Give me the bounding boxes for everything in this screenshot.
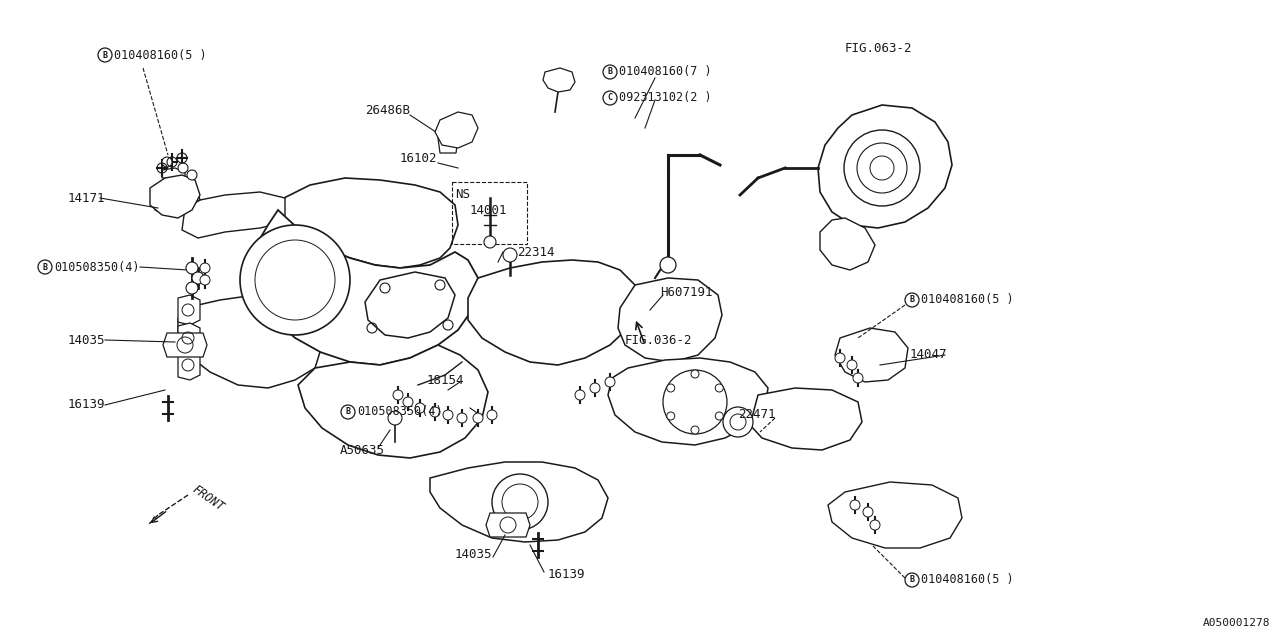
Circle shape [590,383,600,393]
Circle shape [200,263,210,273]
Text: FIG.036-2: FIG.036-2 [625,333,692,346]
Text: B: B [102,51,108,60]
Text: B: B [910,296,914,305]
Text: 010408160(7 ): 010408160(7 ) [620,65,712,79]
Circle shape [691,370,699,378]
Polygon shape [438,123,458,153]
Polygon shape [608,358,768,445]
Circle shape [723,407,753,437]
Text: 010508350(4): 010508350(4) [54,260,140,273]
Circle shape [393,390,403,400]
Circle shape [716,384,723,392]
Polygon shape [298,345,488,458]
Circle shape [691,426,699,434]
Circle shape [388,411,402,425]
Text: 092313102(2 ): 092313102(2 ) [620,92,712,104]
Text: H607191: H607191 [660,285,713,298]
Text: B: B [346,408,351,417]
Circle shape [186,262,198,274]
Polygon shape [178,295,320,388]
Polygon shape [543,68,575,92]
Circle shape [503,248,517,262]
Polygon shape [835,328,908,382]
Circle shape [430,407,440,417]
Circle shape [850,500,860,510]
Text: 14171: 14171 [68,191,105,205]
Text: 16139: 16139 [68,399,105,412]
Polygon shape [365,272,454,338]
Text: 14035: 14035 [68,333,105,346]
Text: 22314: 22314 [517,246,554,259]
Text: 16102: 16102 [399,152,438,164]
Circle shape [852,373,863,383]
Circle shape [716,412,723,420]
Circle shape [192,272,204,284]
Text: 16139: 16139 [548,568,585,582]
Polygon shape [250,210,477,365]
Polygon shape [435,112,477,148]
Circle shape [863,507,873,517]
Polygon shape [750,388,861,450]
Polygon shape [486,513,530,537]
Circle shape [484,236,497,248]
Circle shape [870,520,881,530]
Polygon shape [468,260,637,365]
Bar [452,182,527,244]
Circle shape [847,360,858,370]
Circle shape [660,257,676,273]
Circle shape [403,397,413,407]
Circle shape [835,353,845,363]
Text: B: B [42,262,47,271]
Circle shape [187,170,197,180]
Circle shape [474,413,483,423]
Circle shape [241,225,349,335]
Circle shape [178,163,188,173]
Text: 22471: 22471 [739,408,776,422]
Text: 14001: 14001 [470,204,507,216]
Text: 26486B: 26486B [365,104,410,116]
Circle shape [486,410,497,420]
Polygon shape [178,295,200,325]
Polygon shape [820,218,876,270]
Text: B: B [608,67,613,77]
Polygon shape [178,323,200,353]
Polygon shape [150,175,200,218]
Polygon shape [178,350,200,380]
Polygon shape [618,278,722,362]
Circle shape [605,377,614,387]
Polygon shape [278,178,458,268]
Text: 14047: 14047 [910,349,947,362]
Text: 14035: 14035 [454,548,493,561]
Polygon shape [163,333,207,357]
Text: 010408160(5 ): 010408160(5 ) [114,49,206,61]
Text: FRONT: FRONT [189,483,227,513]
Text: 18154: 18154 [428,374,465,387]
Polygon shape [430,462,608,542]
Polygon shape [818,105,952,228]
Polygon shape [155,178,200,215]
Circle shape [575,390,585,400]
Circle shape [163,157,172,167]
Polygon shape [828,482,963,548]
Text: 010408160(5 ): 010408160(5 ) [922,294,1014,307]
Circle shape [186,282,198,294]
Text: 010408160(5 ): 010408160(5 ) [922,573,1014,586]
Circle shape [443,410,453,420]
Polygon shape [163,168,186,182]
Circle shape [667,384,675,392]
Polygon shape [182,192,285,238]
Text: FIG.063-2: FIG.063-2 [845,42,913,54]
Circle shape [200,275,210,285]
Circle shape [457,413,467,423]
Text: A050001278: A050001278 [1202,618,1270,628]
Text: A50635: A50635 [340,444,385,456]
Text: B: B [910,575,914,584]
Text: NS: NS [454,189,470,202]
Text: C: C [608,93,613,102]
Circle shape [667,412,675,420]
Circle shape [415,403,425,413]
Text: 010508350(4): 010508350(4) [357,406,443,419]
